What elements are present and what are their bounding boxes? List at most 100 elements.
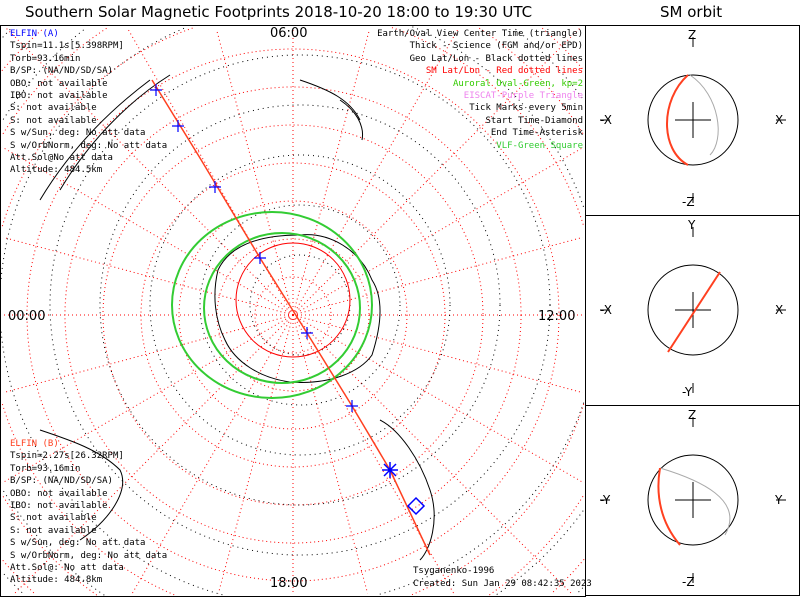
info-line: Tspin=11.1s[5.398RPM]	[10, 41, 124, 52]
sm-lon-line	[292, 236, 583, 316]
sm-lon-line	[292, 314, 456, 596]
auroral-oval-inner	[203, 232, 361, 384]
geo-lat-circle	[249, 254, 351, 356]
tick-mark	[150, 84, 162, 96]
info-line: OBO: not available	[10, 78, 108, 89]
info-line: S: not available	[10, 513, 97, 524]
axis-label-right: X	[775, 303, 784, 317]
sm-lat-circle	[2, 27, 107, 135]
time-label-right: 12:00	[538, 309, 576, 324]
legend-item: End Time-Asterisk	[490, 128, 583, 139]
satellite-name: ELFIN (A)	[10, 29, 59, 39]
sm-lon-line	[215, 28, 294, 316]
legend-item: Earth/Oval View Center Time (triangle)	[377, 29, 583, 39]
info-line: Att.Sol@: No att data	[10, 563, 124, 574]
geo-lat-circle	[0, 331, 223, 596]
orbit-path-far	[689, 74, 719, 156]
axis-label-left: -X	[600, 113, 612, 127]
orbit-path	[666, 74, 689, 166]
sm-lon-line	[292, 27, 460, 316]
orbit-title: SM orbit	[660, 3, 723, 21]
info-line: IBO: not available	[10, 91, 108, 102]
track-ticks	[150, 84, 358, 412]
sm-lon-line	[1, 314, 294, 484]
geo-lat-circle	[577, 587, 584, 594]
sm-lon-line	[3, 236, 294, 316]
sm-lat-circle	[26, 48, 560, 582]
sm-lon-line	[292, 314, 574, 596]
tick-mark	[301, 327, 313, 339]
axis-ticks	[600, 227, 786, 393]
orbit-path	[667, 271, 721, 353]
legend-item: Tick Marks every 5min	[469, 103, 583, 114]
info-line: S w/OrbNorm, deg: No att data	[10, 140, 168, 151]
legend-item: EISCAT-Purple Triangle	[463, 91, 583, 102]
tick-mark	[172, 120, 184, 132]
geo-lat-circle	[495, 510, 584, 596]
axis-label-right: Y	[775, 493, 783, 507]
legend-item: Start Time-Diamond	[485, 115, 583, 126]
model-label: Tsyganenko-1996	[413, 566, 495, 576]
sm-lon-line	[292, 28, 371, 316]
axis-label-left: -X	[600, 303, 612, 317]
auroral-oval-outer	[171, 211, 373, 399]
info-line: IBO: not available	[10, 501, 108, 512]
sm-lon-line	[218, 314, 294, 594]
axis-ticks	[600, 417, 786, 583]
legend-item: SM Lat/Lon - Red dotted lines	[425, 66, 583, 77]
info-line: B/SP: (NA/ND/SD/SA)	[10, 66, 113, 77]
info-line: B/SP: (NA/ND/SD/SA)	[10, 476, 113, 487]
info-line: S: not available	[10, 103, 97, 114]
info-line: Altitude: 484.8km	[10, 575, 103, 586]
sm-lon-line	[126, 27, 294, 316]
tick-mark	[346, 400, 358, 412]
sm-lon-line	[292, 314, 368, 594]
legend: Earth/Oval View Center Time (triangle) Th…	[377, 28, 583, 152]
elfin-a-info: ELFIN (A) Tspin=11.1s[5.398RPM] Torb=93.16…	[10, 28, 167, 177]
geo-lat-circle	[2, 28, 85, 120]
sm-lat-circle	[178, 200, 408, 430]
sm-lat-circle	[102, 124, 484, 506]
time-label-left: 00:00	[8, 309, 46, 324]
tick-mark	[209, 181, 221, 193]
sm-lat-circle	[488, 495, 584, 596]
legend-item: Geo Lat/Lon - Black dotted lines	[409, 53, 583, 64]
sm-lon-line	[1, 146, 294, 316]
info-line: S: not available	[10, 525, 97, 536]
geo-lat-circle	[49, 54, 551, 556]
plot-title: Southern Solar Magnetic Footprints 2018-…	[25, 3, 533, 21]
legend-item: VLF-Green Square	[496, 140, 583, 151]
end-asterisk	[382, 462, 398, 478]
axis-label-top: Y	[688, 218, 696, 232]
sm-lat-circle	[411, 403, 585, 596]
info-line: Torb=93.16min	[10, 53, 81, 64]
sm-lat-circle	[2, 495, 98, 596]
axis-label-top: Z	[688, 408, 697, 422]
satellite-name: ELFIN (B)	[10, 439, 59, 449]
info-line: Torb=93.16min	[10, 463, 81, 474]
sm-circle	[235, 242, 351, 358]
sm-lon-line	[4, 26, 294, 316]
axis-label-bottom: -Z	[682, 575, 695, 589]
info-line: S: not available	[10, 115, 97, 126]
earth-circle	[647, 74, 739, 166]
time-label-top: 06:00	[270, 26, 308, 41]
info-line: S w/Sun, deg: No att data	[10, 538, 146, 549]
sm-lon-line	[3, 314, 294, 394]
time-label-bottom: 18:00	[270, 576, 308, 591]
geo-lat-circle	[0, 26, 188, 279]
info-line: Altitude: 484.5km	[10, 165, 103, 176]
earth-circle	[647, 454, 739, 546]
info-line: Att.Sol@No att data	[10, 153, 113, 164]
axis-label-top: Z	[688, 28, 697, 42]
legend-item: Thick - Science (FGM and/or EPD)	[409, 41, 583, 52]
axis-label-left: -Y	[600, 493, 611, 507]
orbit-path-far	[659, 467, 731, 536]
info-line: S w/Sun, deg: No att data	[10, 128, 146, 139]
geo-lat-circle	[149, 154, 451, 456]
sm-lon-line	[292, 26, 582, 316]
start-diamond	[406, 496, 426, 516]
elfin-b-info: ELFIN (B) Tspin=2.27s[26.32RPM] Torb=93.16…	[10, 438, 167, 587]
sm-lat-circle	[1, 403, 175, 596]
